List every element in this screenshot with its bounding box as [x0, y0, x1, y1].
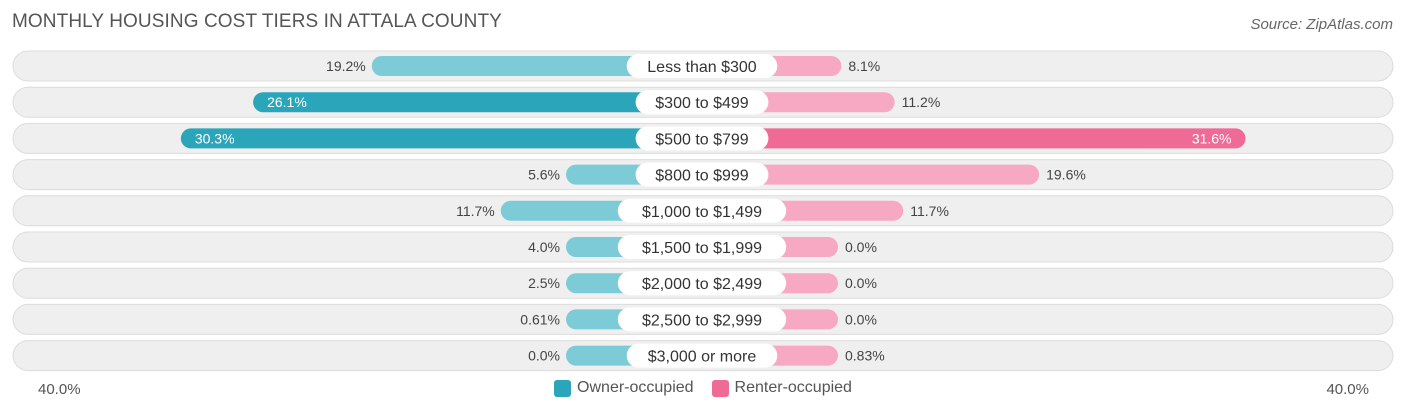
renter-value-label: 0.0%: [845, 275, 877, 291]
category-label-bg: [617, 271, 787, 296]
category-label: $300 to $499: [655, 95, 749, 112]
renter-value-label: 0.83%: [845, 348, 885, 364]
category-label-bg: [617, 198, 787, 223]
category-label-bg: [626, 54, 778, 78]
owner-value-label: 11.7%: [456, 203, 495, 219]
renter-value-label: 8.1%: [848, 58, 880, 74]
source-label: Source: ZipAtlas.com: [1250, 16, 1393, 33]
renter-bar: [702, 164, 1040, 185]
category-label: $500 to $799: [655, 131, 749, 148]
owner-value-label: 0.61%: [520, 311, 560, 327]
category-label-bg: [617, 307, 787, 332]
category-label-bg: [626, 343, 778, 368]
owner-bar: [180, 128, 703, 149]
category-label-bg: [635, 162, 769, 187]
legend-swatch-owner: [554, 379, 572, 397]
owner-bar: [253, 92, 702, 113]
owner-bar: [371, 56, 702, 76]
category-label: $1,500 to $1,999: [642, 240, 762, 257]
owner-value-label: 2.5%: [528, 275, 560, 291]
renter-bar: [702, 128, 1246, 149]
legend: Owner-occupied Renter-occupied: [0, 379, 1406, 397]
axis-left-label: 40.0%: [38, 381, 81, 398]
owner-value-label: 30.3%: [195, 130, 235, 146]
chart-title: MONTHLY HOUSING COST TIERS IN ATTALA COU…: [12, 11, 502, 32]
renter-value-label: 31.6%: [1192, 130, 1232, 146]
renter-value-label: 11.2%: [902, 94, 941, 110]
category-label-bg: [617, 235, 787, 259]
owner-value-label: 0.0%: [528, 348, 560, 364]
category-label: Less than $300: [647, 59, 757, 76]
category-label-bg: [635, 90, 769, 115]
renter-value-label: 0.0%: [845, 311, 877, 327]
legend-label-renter: Renter-occupied: [734, 379, 852, 396]
category-label: $800 to $999: [655, 168, 749, 185]
owner-value-label: 26.1%: [267, 94, 307, 110]
category-label: $3,000 or more: [648, 349, 757, 366]
legend-item-renter: Renter-occupied: [711, 379, 852, 397]
category-label: $1,000 to $1,499: [642, 204, 762, 221]
legend-item-owner: Owner-occupied: [554, 379, 694, 397]
renter-value-label: 0.0%: [845, 239, 877, 255]
category-label: $2,500 to $2,999: [642, 312, 762, 329]
axis-right-label: 40.0%: [1326, 381, 1369, 398]
legend-label-owner: Owner-occupied: [577, 379, 694, 396]
legend-swatch-renter: [711, 379, 729, 397]
renter-value-label: 19.6%: [1046, 167, 1086, 183]
owner-value-label: 5.6%: [528, 167, 560, 183]
category-label: $2,000 to $2,499: [642, 276, 762, 293]
renter-value-label: 11.7%: [910, 203, 949, 219]
owner-value-label: 19.2%: [326, 58, 366, 74]
chart-area: Less than $300 19.2% 8.1% $300 to $499 26.1%…: [12, 50, 1394, 372]
owner-value-label: 4.0%: [528, 239, 560, 255]
category-label-bg: [635, 126, 769, 151]
